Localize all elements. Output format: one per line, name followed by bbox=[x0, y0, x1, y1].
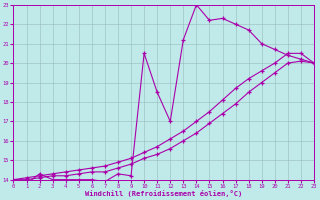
X-axis label: Windchill (Refroidissement éolien,°C): Windchill (Refroidissement éolien,°C) bbox=[85, 190, 242, 197]
